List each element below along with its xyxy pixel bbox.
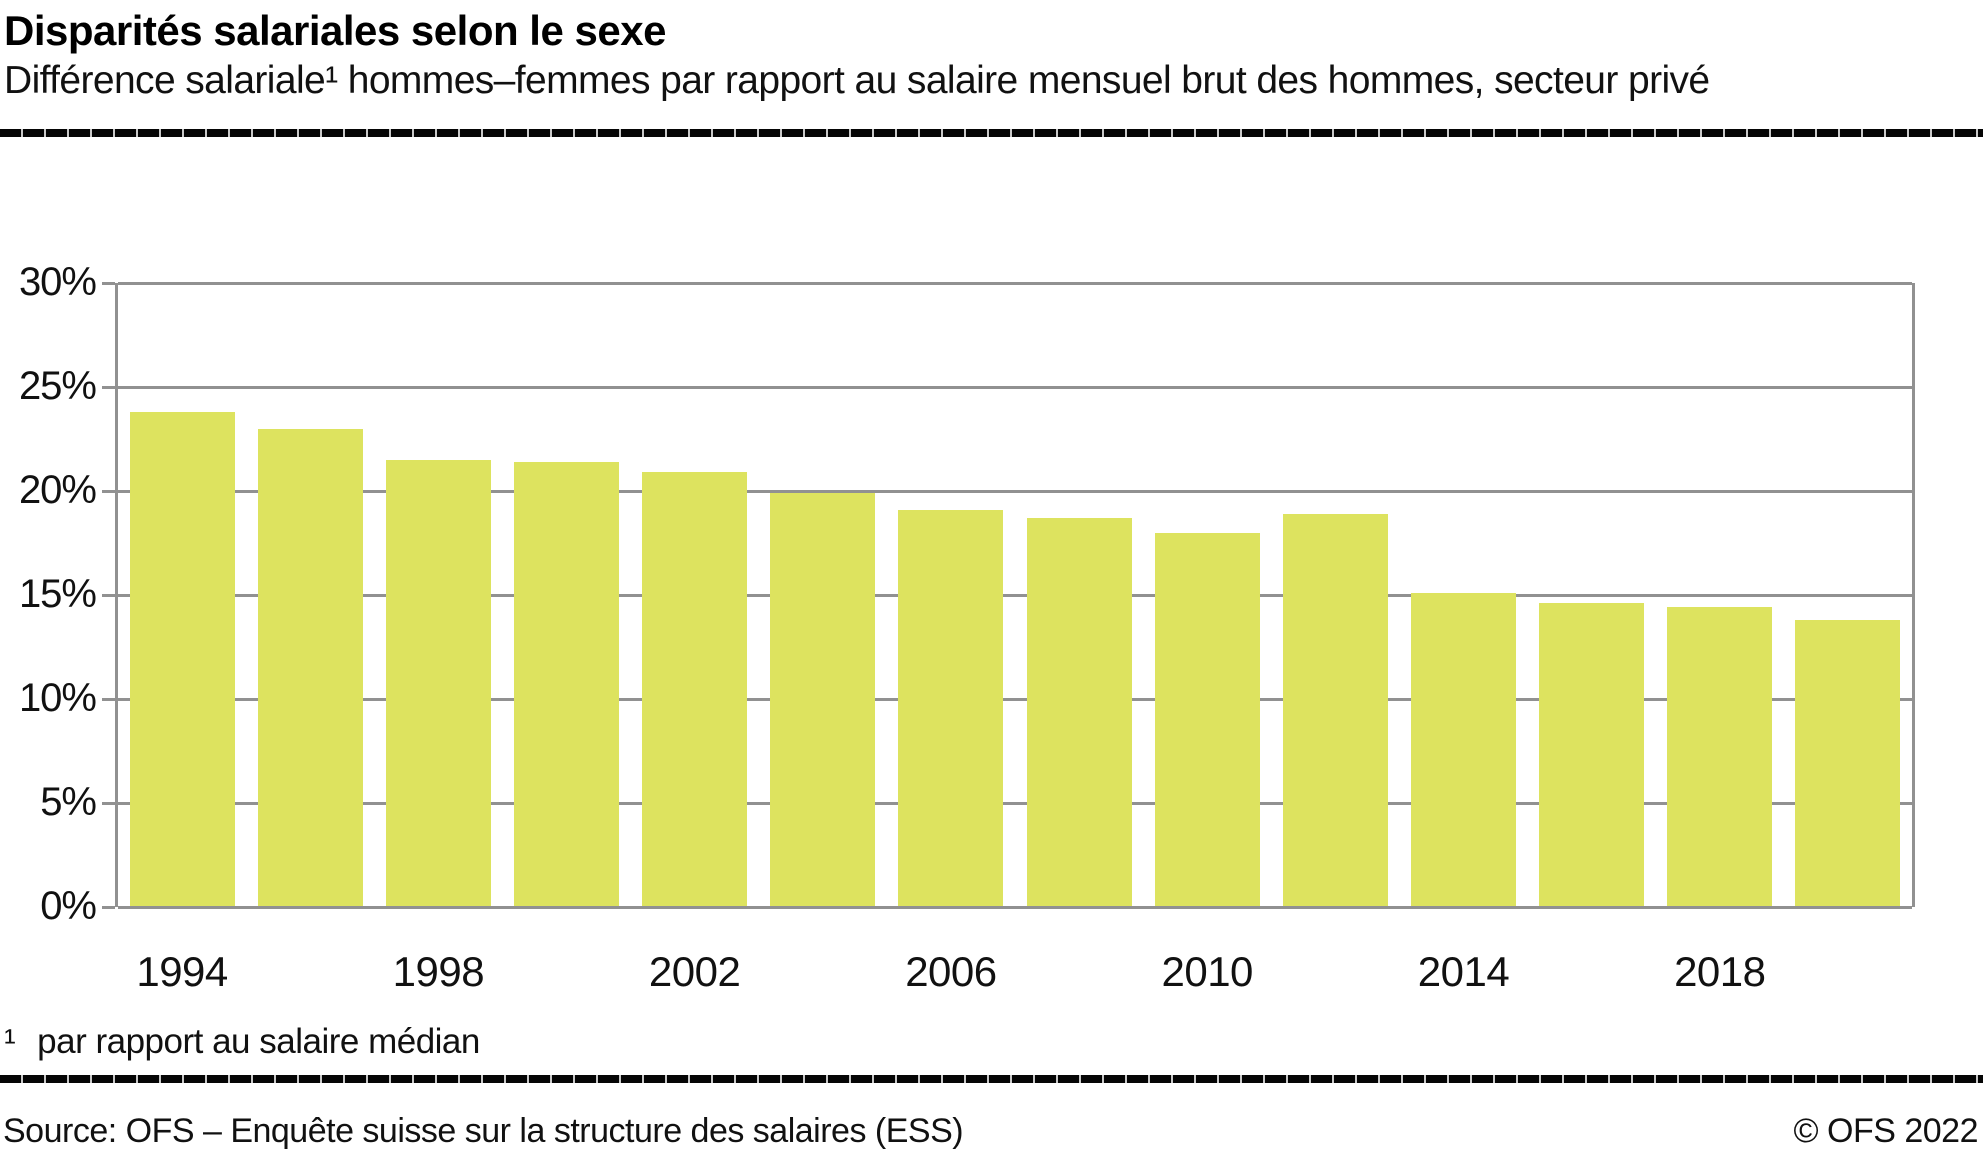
y-axis-label: 0% <box>40 884 97 928</box>
y-axis-label: 25% <box>18 364 97 408</box>
bar-2020 <box>1795 619 1901 907</box>
gridline <box>118 385 1912 389</box>
y-axis-label: 15% <box>18 572 97 616</box>
x-axis-label: 2002 <box>648 948 741 995</box>
x-axis-labels: 1994 1998 2002 2006 2010 2014 2018 <box>115 951 1915 997</box>
footnote: ¹ par rapport au salaire médian <box>4 1022 480 1062</box>
y-axis-tick <box>102 697 115 701</box>
gridline <box>118 697 1912 701</box>
y-axis-tick <box>102 281 115 285</box>
x-axis-label: 1994 <box>136 948 228 995</box>
y-axis-labels: 30% 25% 20% 15% 10% 5% 0% <box>0 262 97 926</box>
bar-2002 <box>642 472 748 907</box>
y-axis-tick <box>102 593 115 597</box>
bar-1998 <box>385 459 491 907</box>
y-axis-label: 5% <box>40 780 97 824</box>
gridline <box>118 801 1912 805</box>
footer-divider-rule <box>0 1075 1983 1083</box>
x-axis-baseline <box>118 905 1912 909</box>
y-axis-tick <box>102 801 115 805</box>
bar-2018 <box>1667 607 1773 907</box>
bar-2010 <box>1154 532 1260 907</box>
plot-area <box>102 281 1915 909</box>
footnote-marker: ¹ <box>4 1022 16 1061</box>
header-divider-rule <box>0 129 1983 137</box>
bar-2014 <box>1411 592 1516 907</box>
gridline <box>118 281 1912 285</box>
bar-2004 <box>770 493 876 907</box>
y-axis-label: 20% <box>18 468 97 512</box>
y-axis-tick <box>102 905 115 909</box>
bar-2008 <box>1026 518 1132 907</box>
x-axis-label: 1998 <box>392 948 485 995</box>
y-axis-label: 30% <box>18 260 97 304</box>
bar-1994 <box>129 411 235 907</box>
footnote-text: par rapport au salaire médian <box>37 1022 480 1061</box>
x-axis-label: 2018 <box>1674 948 1766 995</box>
source-text: Source: OFS – Enquête suisse sur la stru… <box>3 1112 964 1150</box>
y-axis-tick <box>102 489 115 493</box>
bar-2012 <box>1282 513 1388 907</box>
gridline <box>118 489 1912 493</box>
page-title: Disparités salariales selon le sexe <box>4 7 666 54</box>
copyright-text: © OFS 2022 <box>1793 1112 1979 1150</box>
x-axis-label: 2014 <box>1417 948 1510 995</box>
x-axis-label: 2010 <box>1161 948 1253 995</box>
x-axis-label: 2006 <box>905 948 997 995</box>
bar-2016 <box>1539 603 1645 907</box>
bar-2006 <box>898 509 1004 907</box>
gridline <box>118 593 1912 597</box>
y-axis-tick <box>102 385 115 389</box>
bar-2000 <box>514 461 619 907</box>
page-subtitle: Différence salariale¹ hommes–femmes par … <box>4 59 1710 102</box>
y-axis-label: 10% <box>18 676 97 720</box>
bar-1996 <box>257 428 363 907</box>
